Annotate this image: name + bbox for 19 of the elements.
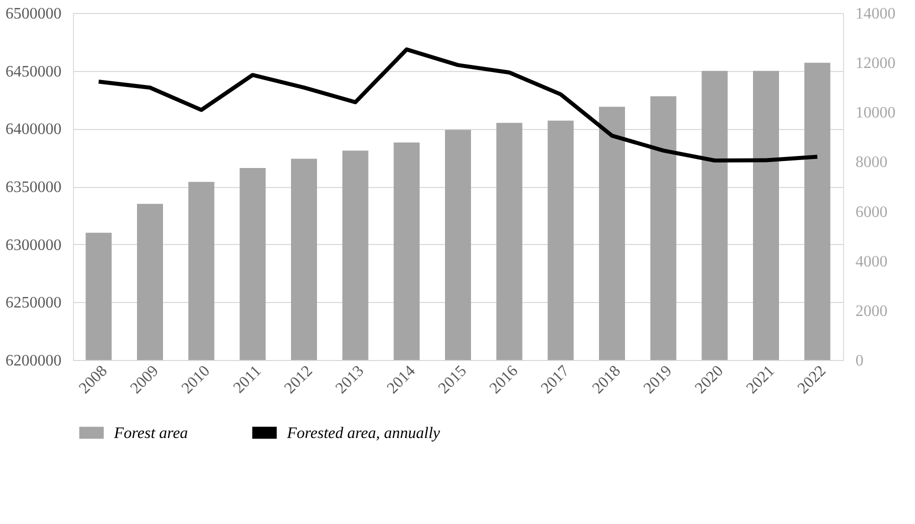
y2-tick-label: 8000: [856, 154, 888, 172]
y2-tick-label: 2000: [856, 302, 888, 320]
y2-tick-label: 12000: [856, 55, 896, 72]
y-tick-label: 6350000: [6, 179, 62, 196]
y2-tick-label: 10000: [856, 104, 896, 122]
y2-tick-label: 6000: [856, 204, 888, 221]
legend-label: Forested area, annually: [286, 424, 441, 442]
y-tick-label: 6300000: [6, 236, 62, 254]
y-tick-label: 6450000: [6, 63, 62, 80]
line-series: [96, 47, 820, 162]
legend-label: Forest area: [113, 424, 188, 442]
x-tick-label: 2011: [230, 362, 265, 397]
y2-tick-label: 4000: [856, 253, 888, 270]
y2-tick-label: 0: [856, 352, 864, 370]
y-tick-label: 6250000: [6, 294, 62, 312]
y-tick-label: 6200000: [6, 352, 62, 370]
y2-tick-label: 14000: [856, 6, 896, 22]
y-tick-label: 6400000: [6, 121, 62, 138]
y-tick-label: 6500000: [6, 6, 62, 22]
